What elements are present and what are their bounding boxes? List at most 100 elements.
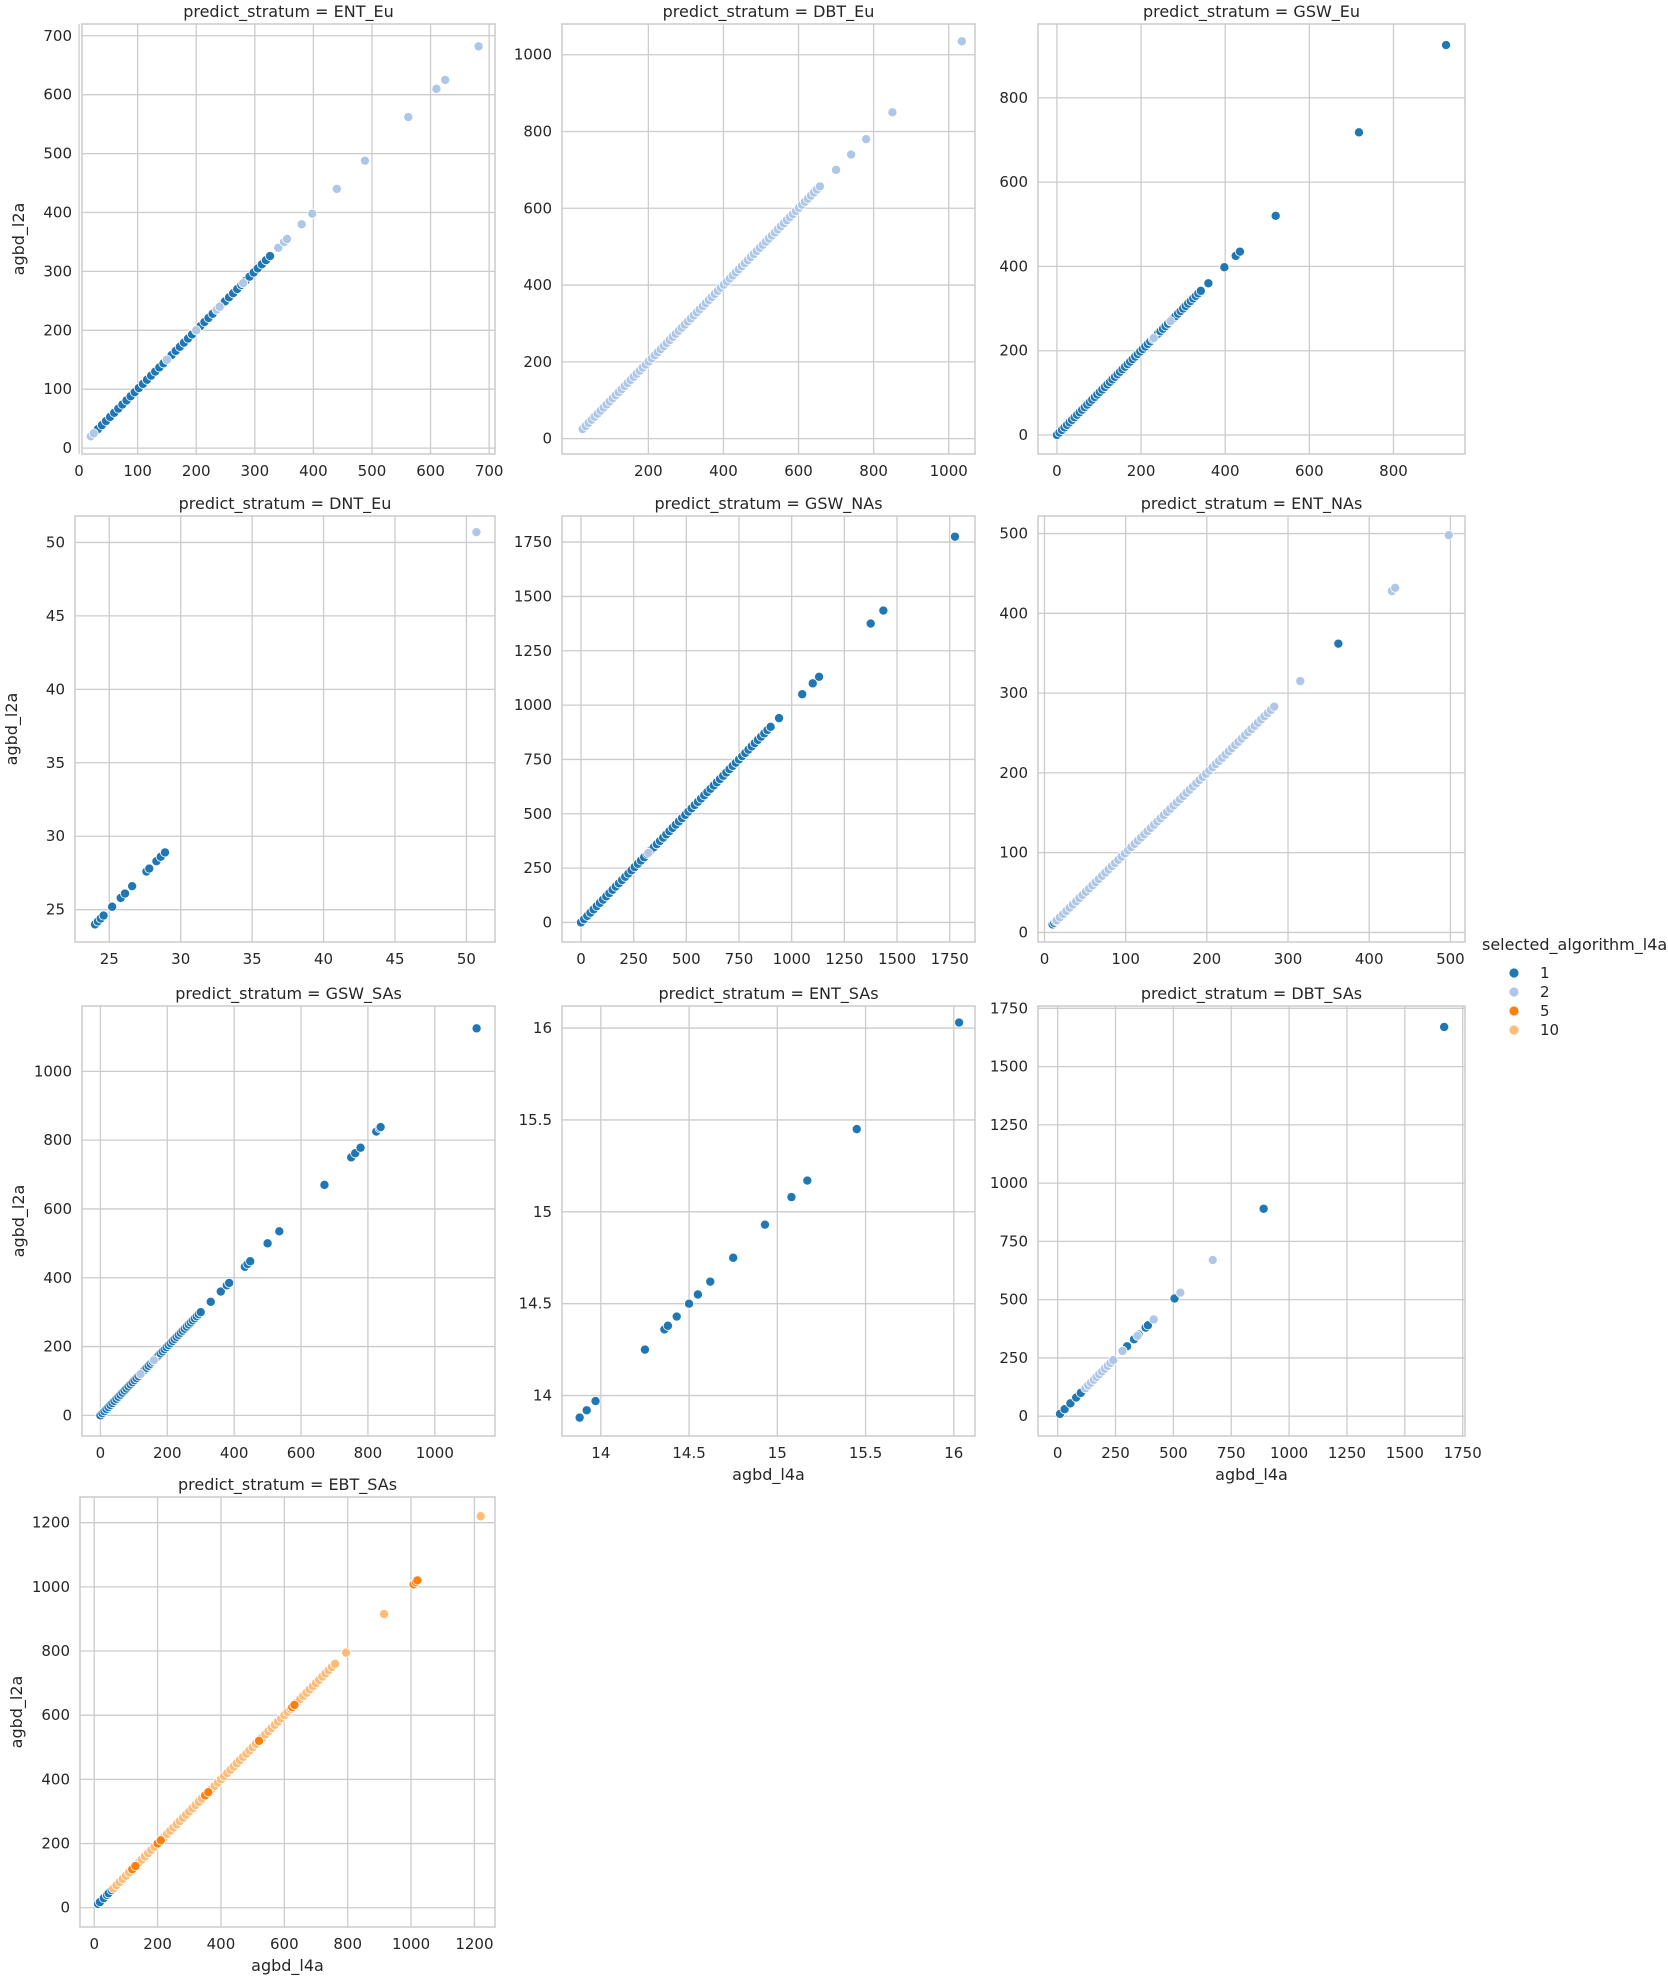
x-tick-label: 40 xyxy=(314,950,333,968)
data-point xyxy=(214,301,225,312)
y-tick-label: 200 xyxy=(999,764,1028,782)
y-tick-label: 600 xyxy=(523,199,552,217)
facet-panel: 25 30 35 40 45 50 25 30 35 40 45 50 predict_stratum … xyxy=(2,494,496,968)
legend-marker xyxy=(1508,1005,1520,1017)
data-point xyxy=(355,1142,366,1153)
y-tick-label: 750 xyxy=(523,750,552,768)
facet-title: predict_stratum = ENT_Eu xyxy=(183,2,394,22)
data-point xyxy=(130,1861,141,1872)
data-point xyxy=(1165,316,1176,327)
x-tick-label: 200 xyxy=(153,1444,182,1462)
y-tick-label: 200 xyxy=(41,1835,70,1853)
data-point xyxy=(253,1735,264,1746)
y-tick-label: 0 xyxy=(60,1899,70,1917)
data-point xyxy=(861,134,872,145)
y-tick-label: 200 xyxy=(999,342,1028,360)
x-tick-label: 1750 xyxy=(1444,1444,1482,1462)
y-tick-label: 400 xyxy=(43,1269,72,1287)
data-point xyxy=(98,910,109,921)
data-point xyxy=(412,1575,423,1586)
plot-frame xyxy=(561,515,976,943)
data-point xyxy=(684,1298,695,1309)
legend-label: 1 xyxy=(1540,964,1550,982)
data-point xyxy=(662,1320,673,1331)
data-point xyxy=(319,1179,330,1190)
data-point xyxy=(1117,1345,1128,1356)
data-point xyxy=(403,112,414,123)
y-tick-label: 1000 xyxy=(514,46,552,64)
data-point xyxy=(161,354,172,365)
facet-title: predict_stratum = GSW_NAs xyxy=(654,494,882,514)
data-point xyxy=(786,1192,797,1203)
data-point xyxy=(330,1658,341,1669)
x-tick-label: 14 xyxy=(591,1444,610,1462)
y-tick-label: 15.5 xyxy=(519,1111,552,1129)
y-tick-label: 0 xyxy=(1018,1407,1028,1425)
x-tick-label: 1000 xyxy=(773,950,811,968)
y-tick-label: 1000 xyxy=(990,1174,1028,1192)
legend-marker xyxy=(1508,967,1520,979)
x-tick-label: 25 xyxy=(100,950,119,968)
x-tick-label: 0 xyxy=(1052,462,1062,480)
x-tick-label: 200 xyxy=(1127,462,1156,480)
data-point xyxy=(639,1344,650,1355)
x-tick-label: 1200 xyxy=(455,1935,493,1953)
data-point xyxy=(1443,530,1454,541)
x-tick-label: 800 xyxy=(354,1444,383,1462)
data-point xyxy=(265,251,276,262)
data-point xyxy=(1390,582,1401,593)
data-point xyxy=(471,527,482,538)
y-tick-label: 400 xyxy=(41,1770,70,1788)
x-tick-label: 800 xyxy=(859,462,888,480)
data-point xyxy=(274,1226,285,1237)
legend-entry: 10 xyxy=(1508,1021,1559,1039)
data-point xyxy=(1270,210,1281,221)
x-tick-label: 0 xyxy=(1040,950,1050,968)
x-tick-label: 300 xyxy=(1274,950,1303,968)
legend-label: 10 xyxy=(1540,1021,1559,1039)
data-point xyxy=(475,1511,486,1522)
y-tick-label: 0 xyxy=(62,1406,72,1424)
data-point xyxy=(1207,1255,1218,1266)
y-tick-label: 500 xyxy=(999,1291,1028,1309)
data-point xyxy=(851,1124,862,1135)
y-tick-label: 400 xyxy=(523,276,552,294)
data-point xyxy=(215,1286,226,1297)
y-tick-label: 45 xyxy=(46,607,65,625)
data-point xyxy=(307,208,318,219)
x-tick-label: 400 xyxy=(207,1935,236,1953)
data-point xyxy=(341,1647,352,1658)
data-point xyxy=(814,181,825,192)
data-point xyxy=(224,1277,235,1288)
x-tick-label: 750 xyxy=(1217,1444,1246,1462)
x-tick-label: 250 xyxy=(1101,1444,1130,1462)
y-tick-label: 800 xyxy=(41,1642,70,1660)
data-point xyxy=(1148,333,1159,344)
facet-title: predict_stratum = ENT_NAs xyxy=(1141,494,1363,514)
data-point xyxy=(135,1369,146,1380)
data-point xyxy=(765,721,776,732)
x-tick-label: 400 xyxy=(1355,950,1384,968)
data-point xyxy=(1269,701,1280,712)
legend-marker xyxy=(1508,986,1520,998)
data-point xyxy=(1439,1021,1450,1032)
data-point xyxy=(831,164,842,175)
data-point xyxy=(1333,638,1344,649)
plot-frame xyxy=(561,1005,976,1437)
data-point xyxy=(705,1276,716,1287)
data-point xyxy=(473,41,484,52)
x-tick-label: 200 xyxy=(182,462,211,480)
data-point xyxy=(878,605,889,616)
y-axis-label: agbd_l2a xyxy=(9,203,29,276)
x-tick-label: 0 xyxy=(96,1444,106,1462)
data-point xyxy=(802,1175,813,1186)
y-tick-label: 400 xyxy=(999,257,1028,275)
data-point xyxy=(1148,1314,1159,1325)
x-tick-label: 500 xyxy=(1159,1444,1188,1462)
data-point xyxy=(574,1412,585,1423)
facet-title: predict_stratum = DBT_Eu xyxy=(663,2,875,22)
data-point xyxy=(191,325,202,336)
x-tick-label: 0 xyxy=(576,950,586,968)
data-point xyxy=(1132,1330,1143,1341)
